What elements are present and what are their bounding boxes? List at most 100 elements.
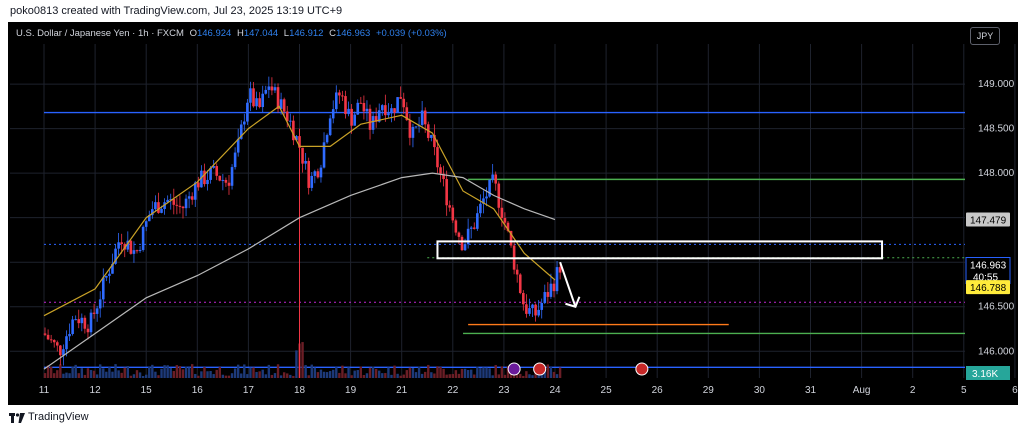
time-tick-label: 11 <box>39 385 50 396</box>
volume-bar <box>145 374 148 378</box>
time-tick-label: 30 <box>754 385 766 396</box>
symbol-legend: U.S. Dollar / Japanese Yen · 1h · FXCM O… <box>16 28 447 39</box>
volume-bar <box>117 370 120 378</box>
candle-body <box>71 319 74 334</box>
candle-body <box>451 207 455 221</box>
volume-bar <box>200 371 203 378</box>
volume-bar <box>99 364 102 378</box>
volume-bar <box>488 368 491 378</box>
volume-bar <box>56 370 59 378</box>
candle-body <box>68 333 71 337</box>
volume-bar <box>270 374 274 378</box>
volume-bar <box>420 373 424 378</box>
candle-body <box>267 86 271 90</box>
time-tick-label: 6 <box>1012 385 1018 396</box>
time-tick-label: 17 <box>243 385 255 396</box>
candle-body <box>80 317 84 324</box>
volume-bar <box>86 368 90 378</box>
volume-bar <box>289 374 292 378</box>
time-tick-label: Aug <box>853 385 871 396</box>
candle-body <box>273 87 277 91</box>
volume-bar <box>528 374 531 378</box>
candle-body <box>246 102 249 122</box>
chart-frame[interactable] <box>8 22 1018 405</box>
candle-body <box>212 166 215 168</box>
candle-body <box>534 304 537 316</box>
candle-body <box>74 319 77 321</box>
candle-body <box>528 308 531 314</box>
candle-body <box>108 273 111 276</box>
volume-bar <box>74 364 77 378</box>
volume-bar <box>411 368 415 378</box>
volume-bar <box>89 370 93 378</box>
candle-body <box>141 226 145 250</box>
candle-body <box>518 274 522 293</box>
candle-body <box>555 267 559 292</box>
volume-bar <box>172 371 175 378</box>
candle-body <box>86 328 90 333</box>
volume-bar <box>203 367 206 378</box>
volume-bar <box>451 374 454 378</box>
volume-bar <box>279 375 283 378</box>
volume-bar <box>148 366 151 378</box>
candle-body <box>147 215 151 222</box>
price-tick-label: 148.500 <box>978 124 1015 135</box>
candle-body <box>384 105 387 116</box>
volume-bar <box>243 364 246 378</box>
candle-body <box>442 173 445 180</box>
candle-body <box>546 292 550 297</box>
candle-body <box>55 342 59 346</box>
volume-bar <box>197 375 200 378</box>
time-tick-label: 26 <box>652 385 664 396</box>
candle-body <box>338 92 341 96</box>
candle-body <box>390 108 393 114</box>
candle-body <box>132 250 136 254</box>
candle-body <box>77 319 81 324</box>
candle-body <box>522 292 525 305</box>
candle-body <box>488 179 491 197</box>
candle-body <box>120 242 123 245</box>
volume-bar <box>482 367 485 378</box>
volume-bar <box>469 369 473 378</box>
volume-bar <box>558 367 562 378</box>
volume-bar <box>384 373 387 378</box>
candle-body <box>359 102 363 104</box>
candle-body <box>193 182 197 200</box>
volume-bar <box>525 371 528 378</box>
volume-bar <box>338 372 341 378</box>
volume-bar <box>454 370 458 378</box>
volume-bar <box>246 374 249 378</box>
volume-bar <box>546 364 550 378</box>
time-tick-label: 31 <box>805 385 817 396</box>
candle-body <box>101 277 105 300</box>
volume-bar <box>335 367 338 378</box>
candle-body <box>224 179 228 183</box>
volume-bar <box>463 368 467 378</box>
candle-body <box>341 95 344 97</box>
brand-name: TradingView <box>28 411 89 423</box>
volume-bar <box>111 371 114 378</box>
volume-bar <box>500 366 504 378</box>
volume-bar <box>157 375 160 378</box>
candle-body <box>160 208 163 213</box>
candle-body <box>405 107 409 121</box>
volume-bar <box>552 371 556 378</box>
volume-bar <box>476 366 479 378</box>
event-icon <box>507 362 521 376</box>
volume-bar <box>328 371 332 378</box>
candle-body <box>98 299 102 309</box>
volume-bar <box>236 364 240 378</box>
time-tick-label: 18 <box>294 385 306 396</box>
volume-bar <box>399 375 402 378</box>
volume-bar <box>555 374 559 378</box>
open-value: 146.924 <box>196 28 232 39</box>
top-bar: poko0813 created with TradingView.com, J… <box>0 0 1024 22</box>
candle-body <box>347 108 350 115</box>
currency-button[interactable]: JPY <box>970 27 1000 45</box>
volume-bar <box>59 364 62 378</box>
volume-bar <box>359 366 363 378</box>
candle-body <box>411 126 415 138</box>
horizontal-levels <box>44 111 965 369</box>
time-tick-label: 24 <box>549 385 561 396</box>
